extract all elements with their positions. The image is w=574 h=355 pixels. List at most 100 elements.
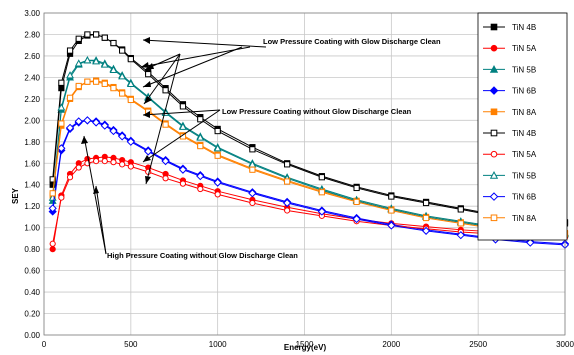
legend-marker <box>489 192 499 201</box>
data-point <box>84 31 91 38</box>
data-point <box>119 90 126 97</box>
data-point <box>457 206 464 213</box>
data-point <box>179 103 187 110</box>
data-point <box>101 158 108 165</box>
y-axis-title: SEY <box>11 187 20 204</box>
legend-label: TiN 5A <box>512 44 537 53</box>
data-point <box>284 207 291 214</box>
data-point <box>66 71 74 79</box>
data-point <box>74 117 83 126</box>
data-point <box>49 190 56 197</box>
data-point <box>83 56 92 64</box>
legend-entry: TiN 5A <box>483 150 537 159</box>
x-tick-label: 2500 <box>469 340 487 349</box>
annotation-high-pressure-no-glow: High Pressure Coating without Glow Disch… <box>107 251 298 260</box>
legend-entry: TiN 6B <box>483 86 536 96</box>
data-point <box>101 80 108 87</box>
data-point <box>126 79 135 87</box>
data-point <box>178 165 188 174</box>
data-point <box>353 184 360 192</box>
data-point <box>352 214 361 224</box>
data-point <box>84 78 91 85</box>
y-tick-label: 0.40 <box>24 288 40 297</box>
data-point <box>422 214 430 222</box>
data-point <box>213 178 222 187</box>
data-point <box>65 123 75 132</box>
y-tick-label: 2.40 <box>24 73 40 82</box>
y-tick-label: 1.80 <box>24 138 40 147</box>
y-tick-label: 0.00 <box>24 331 40 340</box>
y-tick-label: 0.60 <box>24 267 40 276</box>
data-point <box>127 56 134 63</box>
data-point <box>162 175 169 182</box>
data-point <box>318 174 325 181</box>
legend-marker <box>490 129 498 137</box>
data-point <box>196 133 205 141</box>
x-tick-label: 1000 <box>209 340 227 349</box>
data-point <box>456 231 465 240</box>
legend-entry: TiN 4B <box>483 129 536 138</box>
data-point <box>118 132 127 141</box>
data-point <box>49 176 56 183</box>
data-point <box>66 174 74 181</box>
data-point <box>196 172 205 181</box>
data-point <box>317 207 326 216</box>
legend-entry: TiN 5A <box>483 44 537 53</box>
data-point <box>249 166 256 173</box>
data-point <box>388 207 395 214</box>
data-point <box>93 158 100 165</box>
data-point <box>75 35 82 42</box>
data-point <box>248 189 257 198</box>
data-point <box>214 127 221 135</box>
data-point <box>110 39 117 47</box>
legend-label: TiN 5B <box>512 65 536 74</box>
data-point <box>109 65 118 73</box>
tick-labels: 0.00 0.20 0.40 0.60 0.80 1.00 1.20 1.40 1.60 1.80… <box>24 9 574 349</box>
data-point <box>197 116 204 123</box>
y-tick-label: 2.80 <box>24 30 40 39</box>
data-point <box>318 189 325 196</box>
data-point <box>75 82 82 90</box>
data-point <box>66 94 74 101</box>
data-point <box>214 191 221 198</box>
data-point <box>249 199 256 207</box>
data-point <box>214 152 221 159</box>
arrow-glow-3 <box>142 46 243 88</box>
legend-label: TiN 6B <box>512 87 536 96</box>
legend-marker <box>490 23 498 31</box>
data-point <box>213 144 222 152</box>
legend-entry: TiN 4B <box>483 23 536 32</box>
data-point <box>197 185 204 193</box>
data-point <box>91 118 101 127</box>
data-point <box>126 137 135 146</box>
arrowheads <box>81 37 154 194</box>
data-point <box>109 126 118 136</box>
x-tick-label: 0 <box>42 340 47 349</box>
data-point <box>145 71 152 78</box>
data-point <box>83 116 92 125</box>
y-tick-label: 1.40 <box>24 181 40 190</box>
arrow-noglow-1 <box>142 109 221 116</box>
legend-label: TiN 8A <box>512 214 537 223</box>
data-point <box>179 180 187 187</box>
data-point <box>457 220 464 227</box>
x-tick-label: 500 <box>124 340 138 349</box>
legend-marker <box>489 171 499 179</box>
data-point <box>49 246 56 253</box>
data-point <box>93 78 100 85</box>
data-point <box>162 87 169 94</box>
data-point <box>178 122 187 130</box>
data-point <box>119 47 126 54</box>
legend-entry: TiN 5B <box>483 171 536 180</box>
data-point <box>249 146 256 153</box>
data-point <box>100 121 109 130</box>
data-point <box>387 221 396 230</box>
data-point <box>58 120 65 127</box>
y-tick-label: 3.00 <box>24 9 40 18</box>
legend-entry: TiN 8A <box>483 214 537 223</box>
arrow-noglow-2 <box>142 109 221 163</box>
x-tick-label: 1500 <box>296 340 314 349</box>
y-tick-label: 2.60 <box>24 52 40 61</box>
legend-marker <box>490 214 498 222</box>
